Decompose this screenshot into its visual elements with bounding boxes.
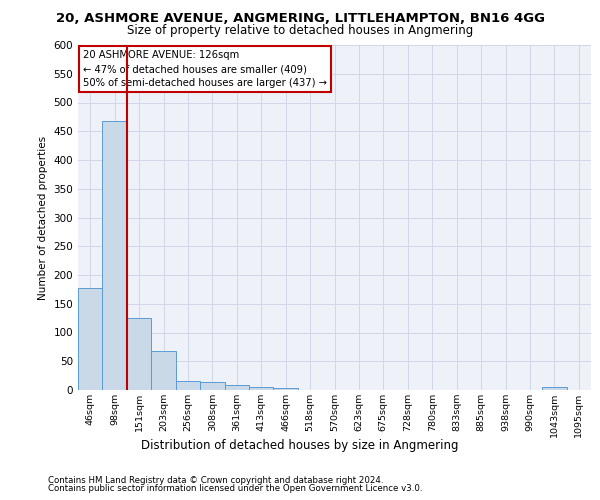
Bar xyxy=(78,288,103,390)
Bar xyxy=(274,388,298,390)
Text: Size of property relative to detached houses in Angmering: Size of property relative to detached ho… xyxy=(127,24,473,37)
Bar xyxy=(249,386,274,390)
Text: 20, ASHMORE AVENUE, ANGMERING, LITTLEHAMPTON, BN16 4GG: 20, ASHMORE AVENUE, ANGMERING, LITTLEHAM… xyxy=(56,12,545,24)
Bar xyxy=(224,386,249,390)
Bar xyxy=(127,318,151,390)
Text: Contains public sector information licensed under the Open Government Licence v3: Contains public sector information licen… xyxy=(48,484,422,493)
Bar xyxy=(151,351,176,390)
Text: 20 ASHMORE AVENUE: 126sqm
← 47% of detached houses are smaller (409)
50% of semi: 20 ASHMORE AVENUE: 126sqm ← 47% of detac… xyxy=(83,50,327,88)
Y-axis label: Number of detached properties: Number of detached properties xyxy=(38,136,48,300)
Text: Contains HM Land Registry data © Crown copyright and database right 2024.: Contains HM Land Registry data © Crown c… xyxy=(48,476,383,485)
Bar xyxy=(176,381,200,390)
Bar xyxy=(200,382,224,390)
Bar xyxy=(542,387,566,390)
Bar xyxy=(103,121,127,390)
Text: Distribution of detached houses by size in Angmering: Distribution of detached houses by size … xyxy=(141,440,459,452)
